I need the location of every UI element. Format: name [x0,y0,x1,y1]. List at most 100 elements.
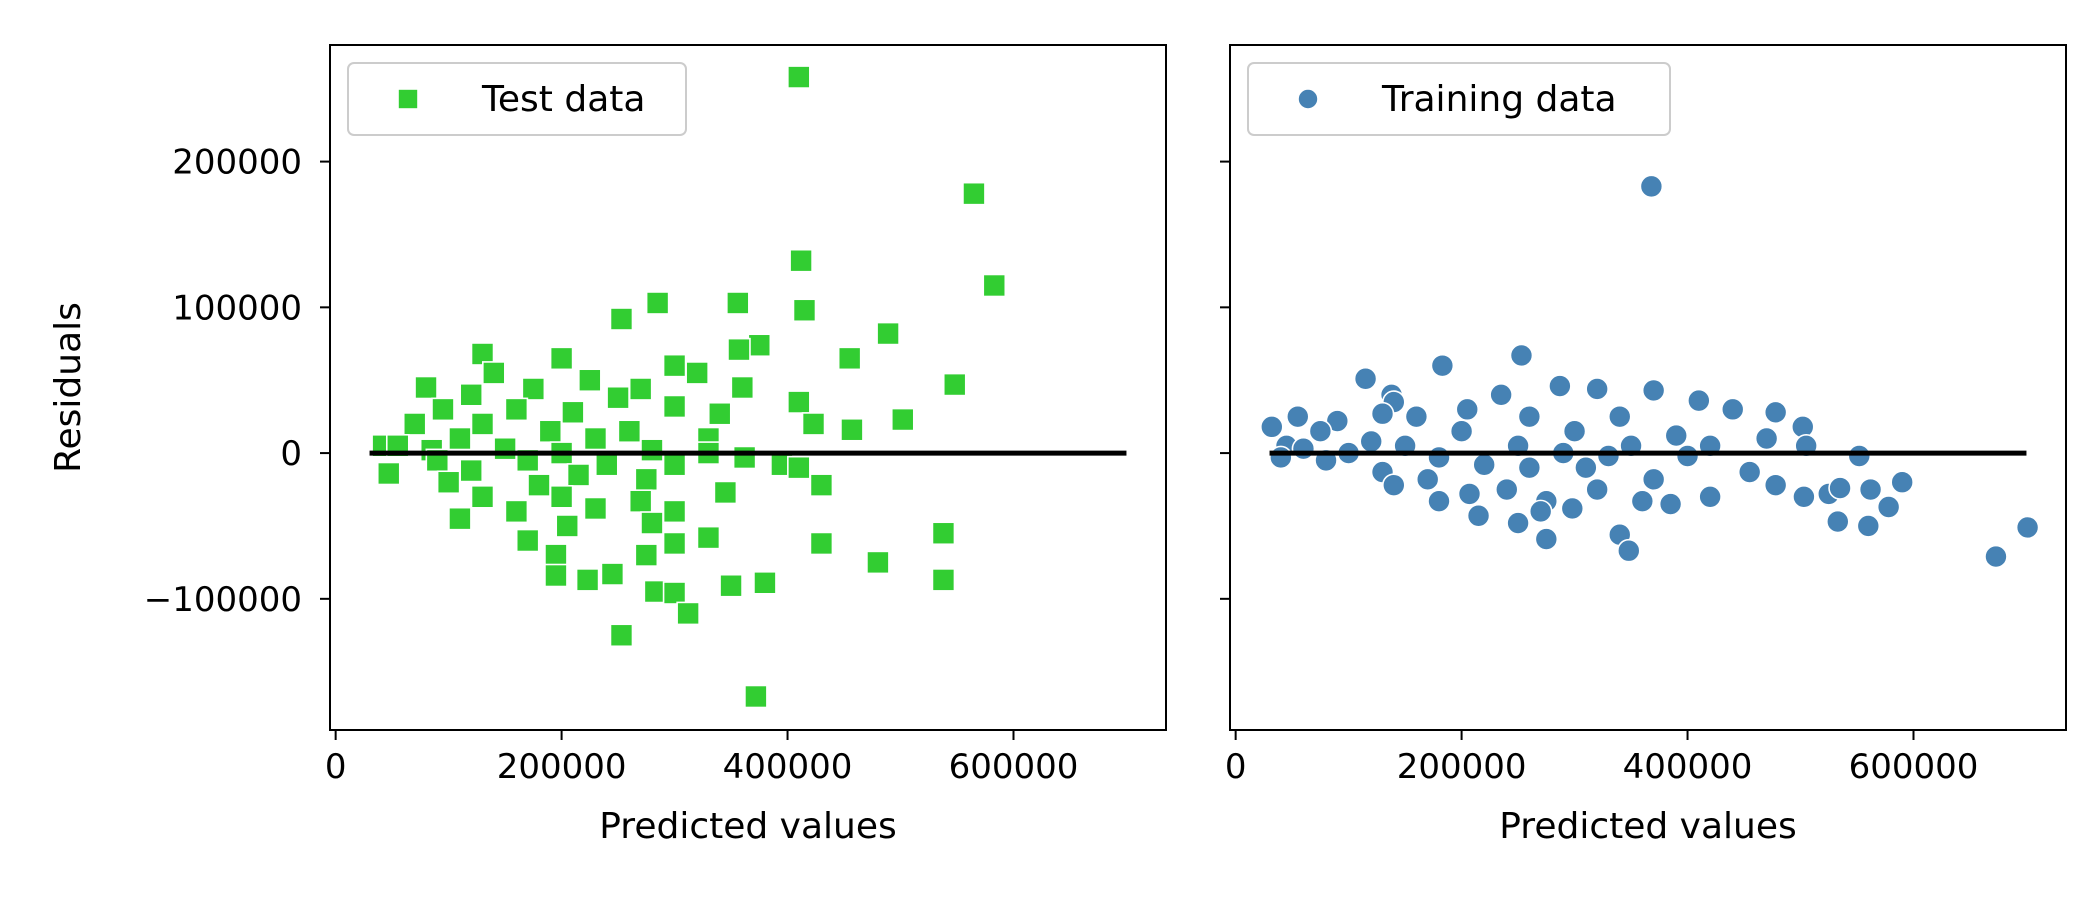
y-tick-label: −100000 [144,580,302,620]
data-point-4 [645,291,670,315]
data-point-6 [1641,378,1666,403]
data-point-50 [1890,470,1914,495]
data-point-68 [1528,499,1553,524]
legend-label: Training data [1381,79,1617,120]
data-point-21 [628,377,653,401]
data-point-73 [1534,527,1559,551]
data-point-2 [789,248,813,273]
data-point-74 [1616,538,1641,563]
x-axis-label: Predicted values [599,806,897,847]
data-point-53 [1585,477,1609,502]
data-point-30 [1291,436,1316,461]
x-tick-label: 400000 [1623,747,1753,787]
data-point-83 [931,568,956,592]
data-point-14 [1455,397,1480,422]
data-point-63 [470,485,495,509]
data-point-9 [747,333,772,358]
data-point-79 [866,550,890,575]
data-point-38 [448,426,472,451]
data-point-28 [1359,429,1384,454]
data-point-48 [732,445,757,470]
data-point-39 [583,426,608,451]
data-point-27 [662,394,687,419]
data-point-15 [482,361,506,385]
data-point-44 [493,436,517,461]
data-point-46 [1737,460,1762,484]
legend-box [347,62,687,136]
data-point-11 [1720,397,1745,422]
x-tick-label: 0 [325,747,347,787]
data-point-13 [1370,401,1395,426]
legend-label: Test data [481,79,645,120]
data-point-36 [840,417,864,442]
data-point-72 [640,511,664,535]
data-point-25 [606,385,630,410]
x-tick-label: 200000 [497,747,627,787]
data-point-30 [707,401,732,426]
data-point-31 [890,407,915,432]
data-point-65 [628,489,653,513]
data-point-43 [1472,452,1496,477]
x-tick-label: 600000 [949,747,1079,787]
data-point-24 [1562,419,1587,444]
axes-frame [329,44,1167,731]
data-point-28 [504,397,529,422]
data-point-5 [726,291,750,315]
data-point-0 [787,65,811,89]
data-point-7 [1489,382,1513,407]
data-point-13 [549,346,574,371]
data-point-77 [634,543,659,567]
data-point-3 [1353,366,1378,391]
data-point-19 [1607,404,1632,429]
data-point-56 [1698,485,1722,509]
data-point-37 [538,419,563,444]
data-point-78 [662,531,687,556]
axes-frame [1229,44,2067,731]
data-point-49 [1641,467,1666,492]
data-point-33 [402,412,427,436]
data-point-5 [1585,377,1609,401]
data-point-26 [431,397,455,422]
test-data-panel: 0 200000 400000 600000 −100000 0 100000 200000 P… [48,44,1167,847]
x-tick-label: 400000 [723,747,853,787]
data-point-19 [414,375,438,400]
data-point-55 [1457,482,1482,506]
training-data-panel: 0 200000 400000 600000 Predicted values Train… [1220,44,2067,847]
data-point-1 [1509,343,1534,368]
data-point-32 [801,412,826,436]
data-point-54 [787,455,811,480]
data-point-26 [1754,426,1779,451]
x-axis-label: Predicted values [1499,806,1797,847]
data-point-73 [515,528,540,553]
data-point-76 [544,543,568,567]
data-point-6 [792,298,817,323]
data-point-18 [942,372,967,397]
data-point-24 [787,390,811,414]
data-point-87 [662,581,687,605]
data-point-15 [1285,404,1310,429]
data-point-12 [1763,400,1788,425]
data-point-89 [609,623,634,648]
data-point-23 [459,382,484,407]
data-point-57 [566,463,591,487]
data-point-52 [1494,477,1519,502]
data-point-69 [1506,511,1530,535]
data-point-65 [1658,492,1683,516]
data-point-60 [527,473,551,497]
data-point-48 [1415,467,1440,492]
legend-marker [1297,88,1319,110]
legend: Test data [347,62,687,136]
x-tick-label: 600000 [1849,747,1979,787]
data-point-80 [544,563,568,588]
data-point-7 [609,307,634,331]
data-point-75 [2015,515,2040,540]
y-axis-label: Residuals [48,302,89,473]
data-point-22 [730,375,755,400]
data-point-51 [1763,473,1788,497]
data-point-70 [555,514,580,538]
data-point-16 [1325,409,1350,433]
data-point-41 [1269,445,1293,470]
data-point-70 [1825,509,1850,534]
data-point-58 [634,467,659,492]
